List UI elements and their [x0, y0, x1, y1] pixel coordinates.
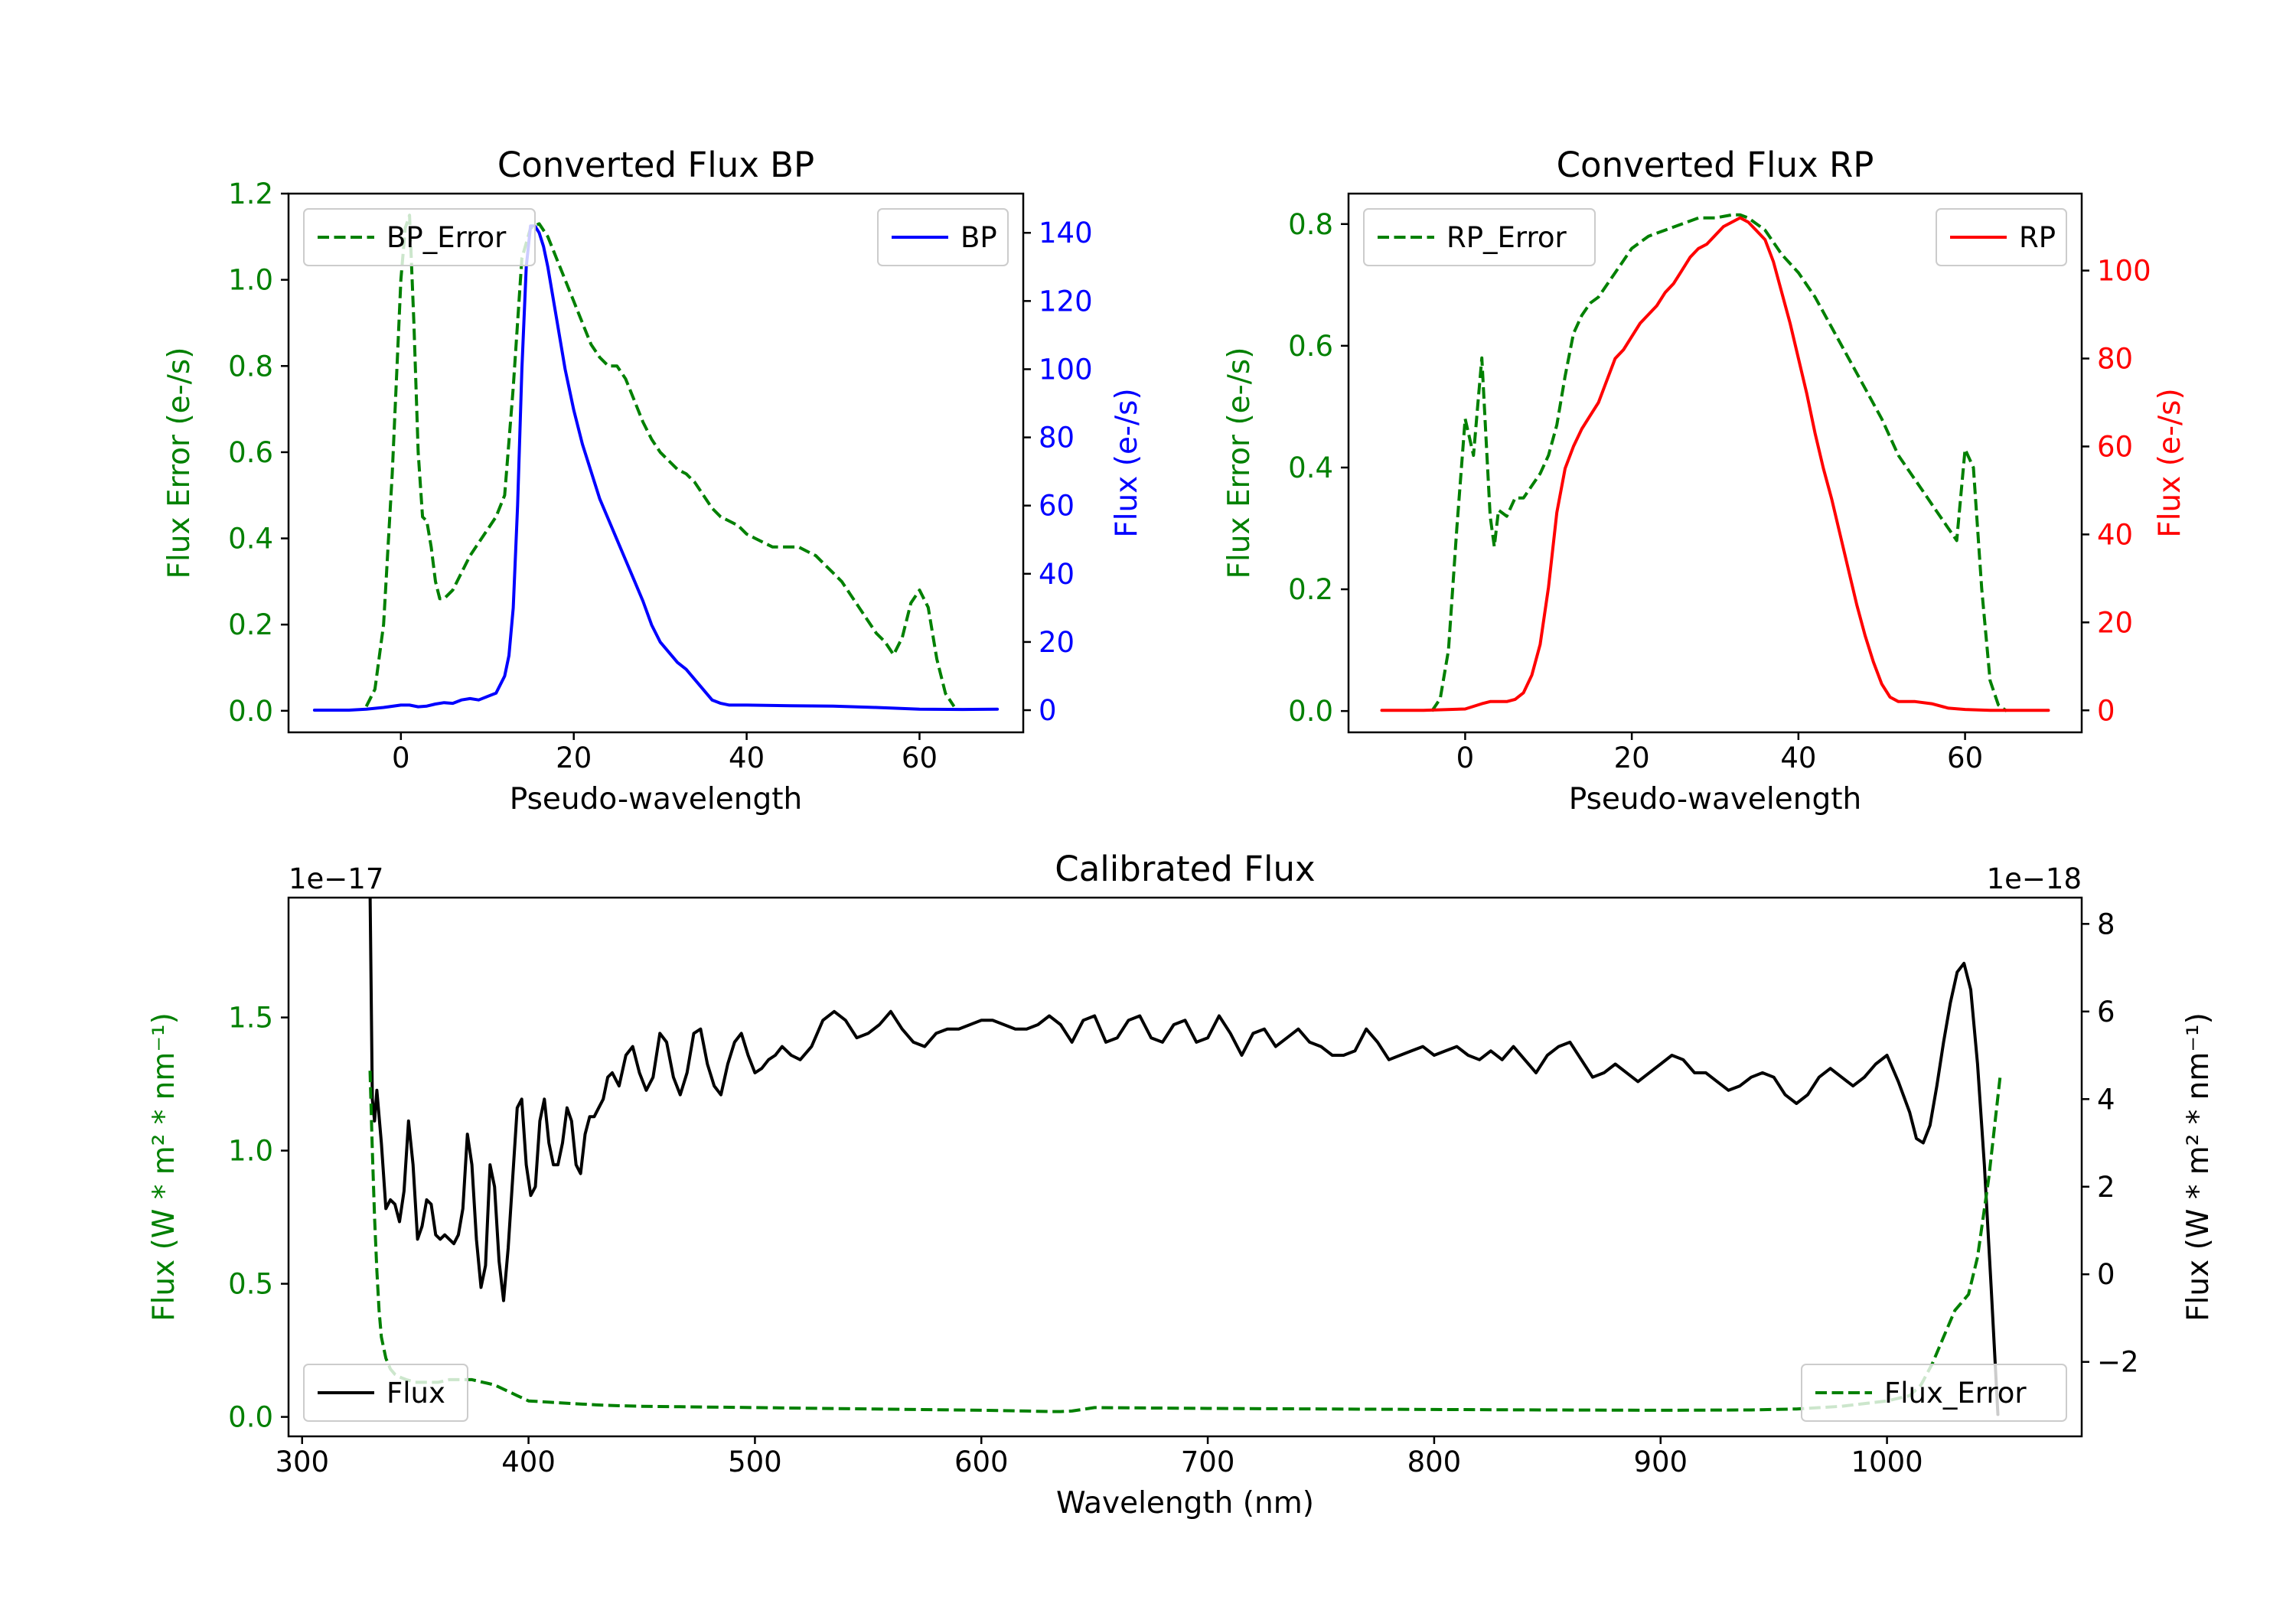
x-tick-label: 500	[728, 1446, 782, 1478]
legend-rp-error: RP_Error	[1363, 208, 1596, 266]
y-left-tick-label: 1.5	[228, 1002, 273, 1035]
x-axis-label: Pseudo-wavelength	[1569, 782, 1861, 817]
x-tick-label: 0	[1456, 742, 1475, 774]
chart-title: Converted Flux BP	[497, 145, 814, 185]
y-right-tick-label: −2	[2097, 1346, 2139, 1379]
y-right-tick-label: 120	[1039, 285, 1093, 318]
y-left-tick-label: 0.0	[228, 695, 273, 728]
y-right-tick-label: 8	[2097, 908, 2115, 940]
x-tick-label: 300	[275, 1446, 329, 1478]
y-right-tick-label: 140	[1039, 217, 1093, 249]
x-tick-label: 1000	[1851, 1446, 1923, 1478]
x-tick-label: 20	[1614, 742, 1650, 774]
legend-label: Flux_Error	[1884, 1377, 2027, 1410]
y-left-tick-label: 1.0	[228, 264, 273, 297]
y-right-tick-label: 80	[2097, 343, 2133, 376]
y-left-tick-label: 0.0	[228, 1401, 273, 1434]
y-left-offset-label: 1e−17	[289, 862, 383, 895]
y-right-tick-label: 0	[1039, 694, 1057, 727]
y-left-tick-label: 0.8	[1288, 208, 1333, 241]
x-tick-label: 0	[392, 742, 410, 774]
x-tick-label: 600	[954, 1446, 1009, 1478]
legend-box	[1363, 208, 1596, 266]
y-right-tick-label: 0	[2097, 1258, 2115, 1291]
x-tick-label: 800	[1407, 1446, 1462, 1478]
y-right-tick-label: 4	[2097, 1083, 2115, 1116]
y-left-axis-label: Flux Error (e-/s)	[1222, 347, 1257, 579]
calibrated-panel: 300 400 500 600 700 800 900 1000 0.0 0.5 1.0 1.5 −2 0…	[147, 849, 2216, 1521]
legend-label: RP_Error	[1446, 221, 1567, 254]
y-right-axis-label: Flux (W * m² * nm⁻¹)	[2181, 1012, 2216, 1322]
y-right-offset-label: 1e−18	[1987, 862, 2082, 895]
panel0-axes-frame	[287, 192, 1025, 734]
y-right-tick-label: 6	[2097, 996, 2115, 1028]
y-left-tick-label: 0.6	[1288, 330, 1333, 363]
rp-error-series-line	[1430, 213, 2008, 712]
y-right-tick-label: 40	[2097, 518, 2133, 551]
bp-error-series-line	[364, 214, 956, 708]
x-tick-label: 40	[729, 742, 765, 774]
legend-rp: RP	[1936, 208, 2067, 266]
legend-bp-error: BP_Error	[303, 208, 536, 266]
bp-panel: 0 20 40 60 0.0 0.2 0.4 0.6 0.8 1.0 1.2 0 20 40 60 80 100…	[162, 145, 1144, 817]
x-tick-label: 60	[902, 742, 938, 774]
y-right-axis-label: Flux (e-/s)	[2153, 388, 2187, 537]
y-right-axis-label: Flux (e-/s)	[1110, 388, 1144, 537]
y-right-tick-label: 0	[2097, 694, 2115, 727]
x-tick-label: 20	[556, 742, 592, 774]
y-left-tick-label: 1.0	[228, 1135, 273, 1168]
y-left-tick-label: 0.2	[1288, 573, 1333, 606]
y-right-tick-label: 60	[2097, 430, 2133, 463]
y-left-tick-label: 0.8	[228, 350, 273, 383]
legend-flux-error: Flux_Error	[1801, 1364, 2067, 1422]
panel1-axes-frame	[1347, 192, 2083, 734]
legend-label: Flux	[386, 1377, 445, 1410]
y-right-tick-label: 100	[2097, 255, 2151, 288]
y-right-tick-label: 80	[1039, 422, 1075, 455]
x-tick-label: 700	[1181, 1446, 1235, 1478]
chart-title: Converted Flux RP	[1557, 145, 1874, 185]
y-left-tick-label: 0.4	[1288, 451, 1333, 484]
x-tick-label: 60	[1947, 742, 1983, 774]
chart-title: Calibrated Flux	[1055, 849, 1315, 889]
y-left-tick-label: 0.2	[228, 608, 273, 641]
x-axis-label: Pseudo-wavelength	[510, 782, 802, 817]
x-tick-label: 400	[501, 1446, 556, 1478]
legend-label: BP_Error	[386, 221, 507, 254]
legend-box	[303, 1364, 468, 1422]
y-left-tick-label: 0.5	[228, 1268, 273, 1301]
legend-label: RP	[2019, 221, 2056, 254]
y-left-axis-label: Flux (W * m² * nm⁻¹)	[147, 1012, 181, 1322]
y-left-tick-label: 0.4	[228, 523, 273, 556]
panel2-axes-frame	[287, 896, 2083, 1438]
y-right-tick-label: 60	[1039, 490, 1075, 523]
y-right-tick-label: 20	[1039, 626, 1075, 659]
x-tick-label: 900	[1633, 1446, 1688, 1478]
y-left-tick-label: 0.6	[228, 436, 273, 469]
y-right-tick-label: 2	[2097, 1171, 2115, 1204]
x-axis-label: Wavelength (nm)	[1056, 1486, 1314, 1521]
x-tick-label: 40	[1780, 742, 1816, 774]
bp-series-line	[312, 224, 1000, 712]
y-right-tick-label: 100	[1039, 353, 1093, 386]
y-left-tick-label: 1.2	[228, 178, 273, 210]
y-right-tick-label: 20	[2097, 606, 2133, 639]
legend-flux: Flux	[303, 1364, 468, 1422]
legend-bp: BP	[877, 208, 1009, 266]
flux-series-line	[368, 898, 2000, 1416]
legend-box	[303, 208, 536, 266]
y-left-tick-label: 0.0	[1288, 695, 1333, 728]
legend-label: BP	[960, 221, 997, 254]
rp-series-line	[1380, 216, 2050, 712]
rp-panel: 0 20 40 60 0.0 0.2 0.4 0.6 0.8 0 20 40 60 80 100 Conver…	[1222, 145, 2187, 817]
y-right-tick-label: 40	[1039, 558, 1075, 591]
y-left-axis-label: Flux Error (e-/s)	[162, 347, 197, 579]
legend-box	[1801, 1364, 2067, 1422]
